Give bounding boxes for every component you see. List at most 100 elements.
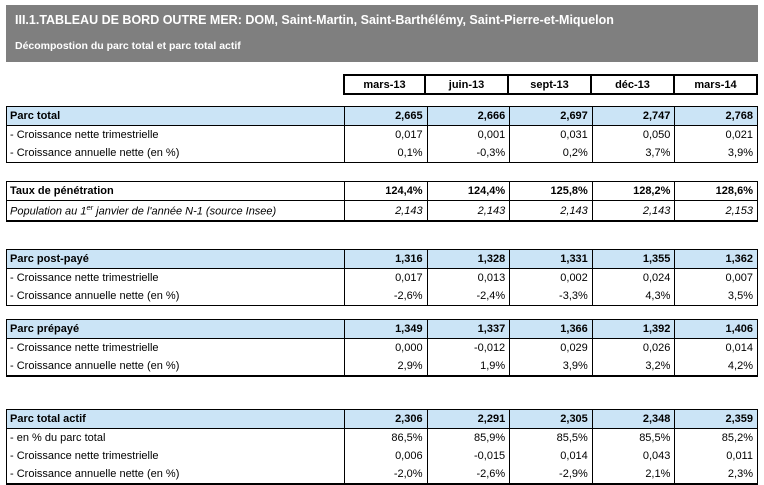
- column-header-mars-14: mars-14: [675, 74, 758, 95]
- cell-value: 0,002: [509, 269, 592, 287]
- row-parc-post-paye: Parc post-payé 1,316 1,328 1,331 1,355 1…: [7, 250, 757, 269]
- row-label: Parc total: [10, 110, 61, 122]
- cell-value: 124,4%: [344, 182, 427, 200]
- cell-value: 0,2%: [509, 144, 592, 162]
- cell-value: -2,0%: [344, 465, 427, 483]
- cell-value: 3,7%: [591, 144, 675, 162]
- row-label: - en % du parc total: [10, 432, 106, 444]
- cell-value: 1,331: [509, 250, 592, 268]
- cell-value: 85,9%: [426, 429, 510, 447]
- cell-value: 2,143: [509, 201, 592, 220]
- cell-value: 0,021: [674, 126, 757, 144]
- row-label: - Croissance nette trimestrielle: [10, 450, 159, 462]
- row-taux-de-penetration: Taux de pénétration 124,4% 124,4% 125,8%…: [7, 182, 757, 201]
- cell-value: 0,1%: [344, 144, 427, 162]
- cell-value: -2,9%: [509, 465, 592, 483]
- cell-value: 2,348: [591, 410, 675, 428]
- section-parc-total: Parc total 2,665 2,666 2,697 2,747 2,768…: [6, 106, 758, 163]
- column-header-dec-13: déc-13: [592, 74, 675, 95]
- row-label: Taux de pénétration: [10, 185, 114, 197]
- row-label: Parc prépayé: [10, 323, 80, 335]
- cell-value: 4,2%: [674, 357, 757, 375]
- cell-value: 3,9%: [509, 357, 592, 375]
- cell-value: -0,3%: [426, 144, 510, 162]
- cell-value: 0,031: [509, 126, 592, 144]
- cell-value: 2,665: [344, 107, 427, 125]
- cell-value: 0,000: [344, 339, 427, 357]
- row-label: - Croissance nette trimestrielle: [10, 129, 159, 141]
- row-population: Population au 1er janvier de l'année N-1…: [7, 201, 757, 220]
- cell-value: 1,337: [426, 320, 510, 338]
- row-croissance-nette-trimestrielle: - Croissance nette trimestrielle 0,017 0…: [7, 126, 757, 144]
- superscript-er: er: [86, 203, 94, 213]
- row-pct-du-parc-total: - en % du parc total 86,5% 85,9% 85,5% 8…: [7, 429, 757, 447]
- row-label: - Croissance annuelle nette (en %): [10, 360, 180, 372]
- cell-value: -3,3%: [509, 287, 592, 305]
- cell-value: 0,011: [674, 447, 757, 465]
- column-header-juin-13: juin-13: [426, 74, 509, 95]
- cell-value: 0,014: [509, 447, 592, 465]
- cell-value: 0,001: [426, 126, 510, 144]
- cell-value: 124,4%: [426, 182, 510, 200]
- cell-value: 0,017: [344, 126, 427, 144]
- title-bar: III.1.TABLEAU DE BORD OUTRE MER: DOM, Sa…: [6, 5, 758, 62]
- cell-value: 0,013: [426, 269, 510, 287]
- row-parc-total: Parc total 2,665 2,666 2,697 2,747 2,768: [7, 107, 757, 126]
- cell-value: 0,050: [591, 126, 675, 144]
- cell-value: 85,5%: [591, 429, 675, 447]
- column-header-sept-13: sept-13: [509, 74, 592, 95]
- cell-value: 128,2%: [591, 182, 675, 200]
- cell-value: 3,5%: [674, 287, 757, 305]
- column-headers: mars-13 juin-13 sept-13 déc-13 mars-14: [6, 74, 758, 95]
- row-label: - Croissance annuelle nette (en %): [10, 468, 180, 480]
- cell-value: 0,017: [344, 269, 427, 287]
- cell-value: 1,328: [426, 250, 510, 268]
- section-taux-de-penetration: Taux de pénétration 124,4% 124,4% 125,8%…: [6, 181, 758, 222]
- row-croissance-nette-trimestrielle: - Croissance nette trimestrielle 0,017 0…: [7, 269, 757, 287]
- column-header-mars-13: mars-13: [343, 74, 426, 95]
- cell-value: -0,015: [426, 447, 510, 465]
- section-parc-total-actif: Parc total actif 2,306 2,291 2,305 2,348…: [6, 409, 758, 485]
- cell-value: -2,6%: [426, 465, 510, 483]
- cell-value: 0,006: [344, 447, 427, 465]
- cell-value: 0,007: [674, 269, 757, 287]
- section-parc-prepaye: Parc prépayé 1,349 1,337 1,366 1,392 1,4…: [6, 319, 758, 377]
- cell-value: 1,355: [591, 250, 675, 268]
- cell-value: 1,349: [344, 320, 427, 338]
- row-croissance-annuelle-nette: - Croissance annuelle nette (en %) 0,1% …: [7, 144, 757, 162]
- row-label: - Croissance nette trimestrielle: [10, 272, 159, 284]
- cell-value: 2,143: [591, 201, 675, 220]
- row-label: - Croissance nette trimestrielle: [10, 342, 159, 354]
- cell-value: -0,012: [426, 339, 510, 357]
- cell-value: -2,6%: [344, 287, 427, 305]
- page-subtitle: Décompostion du parc total et parc total…: [15, 40, 241, 52]
- column-header-spacer: [6, 74, 343, 95]
- cell-value: 2,153: [674, 201, 757, 220]
- cell-value: 2,305: [509, 410, 592, 428]
- row-croissance-nette-trimestrielle: - Croissance nette trimestrielle 0,006 -…: [7, 447, 757, 465]
- cell-value: 1,362: [674, 250, 757, 268]
- cell-value: 0,024: [591, 269, 675, 287]
- row-label: Parc post-payé: [10, 253, 89, 265]
- row-label: Parc total actif: [10, 413, 86, 425]
- cell-value: 0,014: [674, 339, 757, 357]
- row-parc-prepaye: Parc prépayé 1,349 1,337 1,366 1,392 1,4…: [7, 320, 757, 339]
- cell-value: 2,306: [344, 410, 427, 428]
- cell-value: 86,5%: [344, 429, 427, 447]
- cell-value: 1,316: [344, 250, 427, 268]
- row-label: Population au 1er janvier de l'année N-1…: [10, 203, 277, 218]
- cell-value: 2,3%: [674, 465, 757, 483]
- cell-value: 0,043: [591, 447, 675, 465]
- row-croissance-annuelle-nette: - Croissance annuelle nette (en %) -2,6%…: [7, 287, 757, 305]
- page-title: III.1.TABLEAU DE BORD OUTRE MER: DOM, Sa…: [15, 13, 614, 27]
- row-parc-total-actif: Parc total actif 2,306 2,291 2,305 2,348…: [7, 410, 757, 429]
- cell-value: 2,768: [674, 107, 757, 125]
- cell-value: 128,6%: [674, 182, 757, 200]
- cell-value: 1,392: [591, 320, 675, 338]
- cell-value: -2,4%: [426, 287, 510, 305]
- cell-value: 85,5%: [509, 429, 592, 447]
- section-parc-post-paye: Parc post-payé 1,316 1,328 1,331 1,355 1…: [6, 249, 758, 306]
- cell-value: 2,697: [509, 107, 592, 125]
- row-label: - Croissance annuelle nette (en %): [10, 147, 180, 159]
